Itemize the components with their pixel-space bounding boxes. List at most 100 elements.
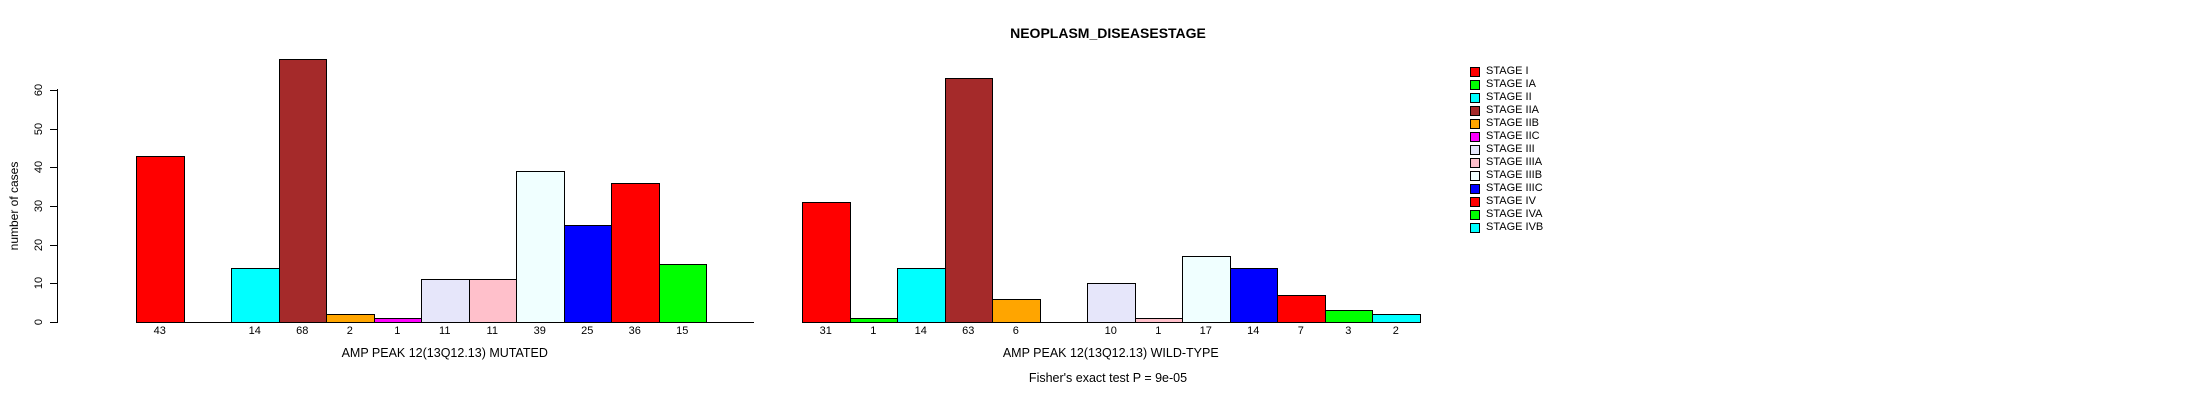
bar-mutated-stage-i	[136, 155, 185, 323]
legend-label: STAGE I	[1486, 65, 1529, 77]
bar-wild-type-stage-iii	[1087, 283, 1136, 323]
legend-label: STAGE IIA	[1486, 104, 1539, 116]
bar-mutated-stage-iii	[421, 279, 470, 323]
y-axis-tick	[50, 244, 57, 246]
legend-swatch-stage-ia	[1470, 79, 1480, 90]
bar-wild-type-stage-iib	[992, 298, 1041, 323]
bar-count-mutated-stage-iiib: 39	[533, 325, 546, 337]
legend-swatch-stage-iiia	[1470, 157, 1480, 168]
bar-wild-type-stage-ivb	[1372, 314, 1421, 323]
legend-item-stage-iib: STAGE IIB	[1470, 117, 1543, 130]
legend-swatch-stage-ii	[1470, 92, 1480, 103]
bar-wild-type-stage-ia	[849, 318, 898, 323]
bar-wild-type-stage-iiia	[1134, 318, 1183, 323]
bar-count-wild-type-stage-iva: 3	[1345, 325, 1352, 337]
bar-count-wild-type-stage-iii: 10	[1104, 325, 1117, 337]
y-axis-tick	[50, 283, 57, 285]
legend: STAGE I STAGE IA STAGE II STAGE IIA STAGE II…	[1470, 65, 1543, 234]
legend-label: STAGE IIC	[1486, 130, 1540, 142]
bar-wild-type-stage-iiib	[1182, 256, 1231, 323]
legend-swatch-stage-iv	[1470, 196, 1480, 207]
x-axis-title-wild-type: AMP PEAK 12(13Q12.13) WILD-TYPE	[1002, 346, 1219, 360]
legend-label: STAGE IIIA	[1486, 156, 1543, 168]
legend-item-stage-i: STAGE I	[1470, 65, 1543, 78]
bar-wild-type-stage-iia	[944, 78, 993, 323]
y-axis-tick	[50, 128, 57, 130]
legend-swatch-stage-iiib	[1470, 170, 1480, 181]
bar-wild-type-stage-iv	[1277, 294, 1326, 323]
bar-count-mutated-stage-iii: 11	[439, 325, 451, 337]
y-axis-tick-label: 30	[33, 199, 45, 213]
chart-title: NEOPLASM_DISEASESTAGE	[1010, 25, 1206, 41]
y-axis-tick-label: 60	[33, 83, 45, 97]
legend-label: STAGE IIB	[1486, 117, 1539, 129]
legend-item-stage-iiia: STAGE IIIA	[1470, 156, 1543, 169]
y-axis-tick-label: 20	[33, 238, 45, 251]
x-axis-title-mutated: AMP PEAK 12(13Q12.13) MUTATED	[341, 346, 548, 360]
bar-wild-type-stage-ii	[897, 267, 946, 323]
legend-label: STAGE II	[1486, 91, 1532, 103]
y-axis-line	[57, 89, 58, 323]
bar-count-mutated-stage-iic: 1	[394, 325, 401, 337]
bar-count-wild-type-stage-ia: 1	[870, 325, 877, 337]
bar-count-wild-type-stage-iv: 7	[1297, 325, 1304, 337]
bar-count-mutated-stage-iib: 2	[346, 325, 353, 337]
legend-item-stage-iiic: STAGE IIIC	[1470, 182, 1543, 195]
bar-count-wild-type-stage-iiib: 17	[1199, 325, 1212, 337]
bar-count-wild-type-stage-iiia: 1	[1155, 325, 1162, 337]
legend-item-stage-ii: STAGE II	[1470, 91, 1543, 104]
bar-count-wild-type-stage-iia: 63	[962, 325, 975, 337]
bar-count-mutated-stage-iia: 68	[296, 325, 309, 337]
bar-mutated-stage-iiic	[563, 225, 612, 323]
y-axis-tick	[50, 206, 57, 207]
bar-wild-type-stage-i	[802, 202, 851, 323]
bar-mutated-stage-iiia	[468, 279, 517, 323]
bar-count-mutated-stage-iv: 36	[628, 325, 641, 337]
bar-count-wild-type-stage-iiic: 14	[1247, 325, 1260, 337]
bar-count-wild-type-stage-i: 31	[819, 325, 832, 337]
bar-count-wild-type-stage-ivb: 2	[1392, 325, 1399, 337]
bar-count-mutated-stage-iiic: 25	[581, 325, 594, 337]
y-axis-tick-label: 50	[33, 122, 45, 135]
legend-label: STAGE IVA	[1486, 208, 1543, 220]
legend-item-stage-iv: STAGE IV	[1470, 195, 1543, 208]
bar-mutated-stage-iiib	[516, 171, 565, 323]
legend-item-stage-iii: STAGE III	[1470, 143, 1543, 156]
legend-label: STAGE IV	[1486, 195, 1536, 207]
y-axis-tick-label: 40	[33, 161, 45, 174]
legend-label: STAGE III	[1486, 143, 1535, 155]
bar-count-mutated-stage-i: 43	[153, 325, 166, 337]
legend-label: STAGE IIIB	[1486, 169, 1543, 181]
legend-item-stage-iva: STAGE IVA	[1470, 208, 1543, 221]
bar-mutated-stage-ii	[231, 267, 280, 323]
legend-item-stage-ivb: STAGE IVB	[1470, 221, 1543, 234]
legend-swatch-stage-iia	[1470, 105, 1480, 116]
bar-count-mutated-stage-ii: 14	[248, 325, 261, 337]
y-axis-tick	[50, 322, 57, 323]
legend-label: STAGE IVB	[1486, 221, 1544, 233]
legend-item-stage-iia: STAGE IIA	[1470, 104, 1543, 117]
legend-item-stage-ia: STAGE IA	[1470, 78, 1543, 91]
bar-mutated-stage-iic	[373, 318, 422, 323]
y-axis-label: number of cases	[7, 161, 21, 251]
legend-label: STAGE IIIC	[1486, 182, 1543, 194]
legend-swatch-stage-i	[1470, 66, 1480, 77]
legend-swatch-stage-iva	[1470, 209, 1480, 220]
bar-count-mutated-stage-iiia: 11	[486, 325, 498, 337]
legend-item-stage-iic: STAGE IIC	[1470, 130, 1543, 143]
bar-mutated-stage-iia	[278, 59, 327, 323]
legend-swatch-stage-iii	[1470, 144, 1480, 155]
legend-swatch-stage-iic	[1470, 131, 1480, 142]
legend-swatch-stage-iiic	[1470, 183, 1480, 194]
bar-count-wild-type-stage-ii: 14	[914, 325, 927, 337]
bar-mutated-stage-iv	[611, 182, 660, 323]
y-axis-tick-label: 0	[33, 318, 45, 326]
legend-item-stage-iiib: STAGE IIIB	[1470, 169, 1543, 182]
bar-mutated-stage-iva	[658, 264, 707, 323]
bar-wild-type-stage-iva	[1324, 310, 1373, 323]
y-axis-tick-label: 10	[33, 277, 45, 290]
bar-count-mutated-stage-iva: 15	[676, 325, 689, 337]
bar-mutated-stage-iib	[326, 314, 375, 323]
legend-label: STAGE IA	[1486, 78, 1536, 90]
